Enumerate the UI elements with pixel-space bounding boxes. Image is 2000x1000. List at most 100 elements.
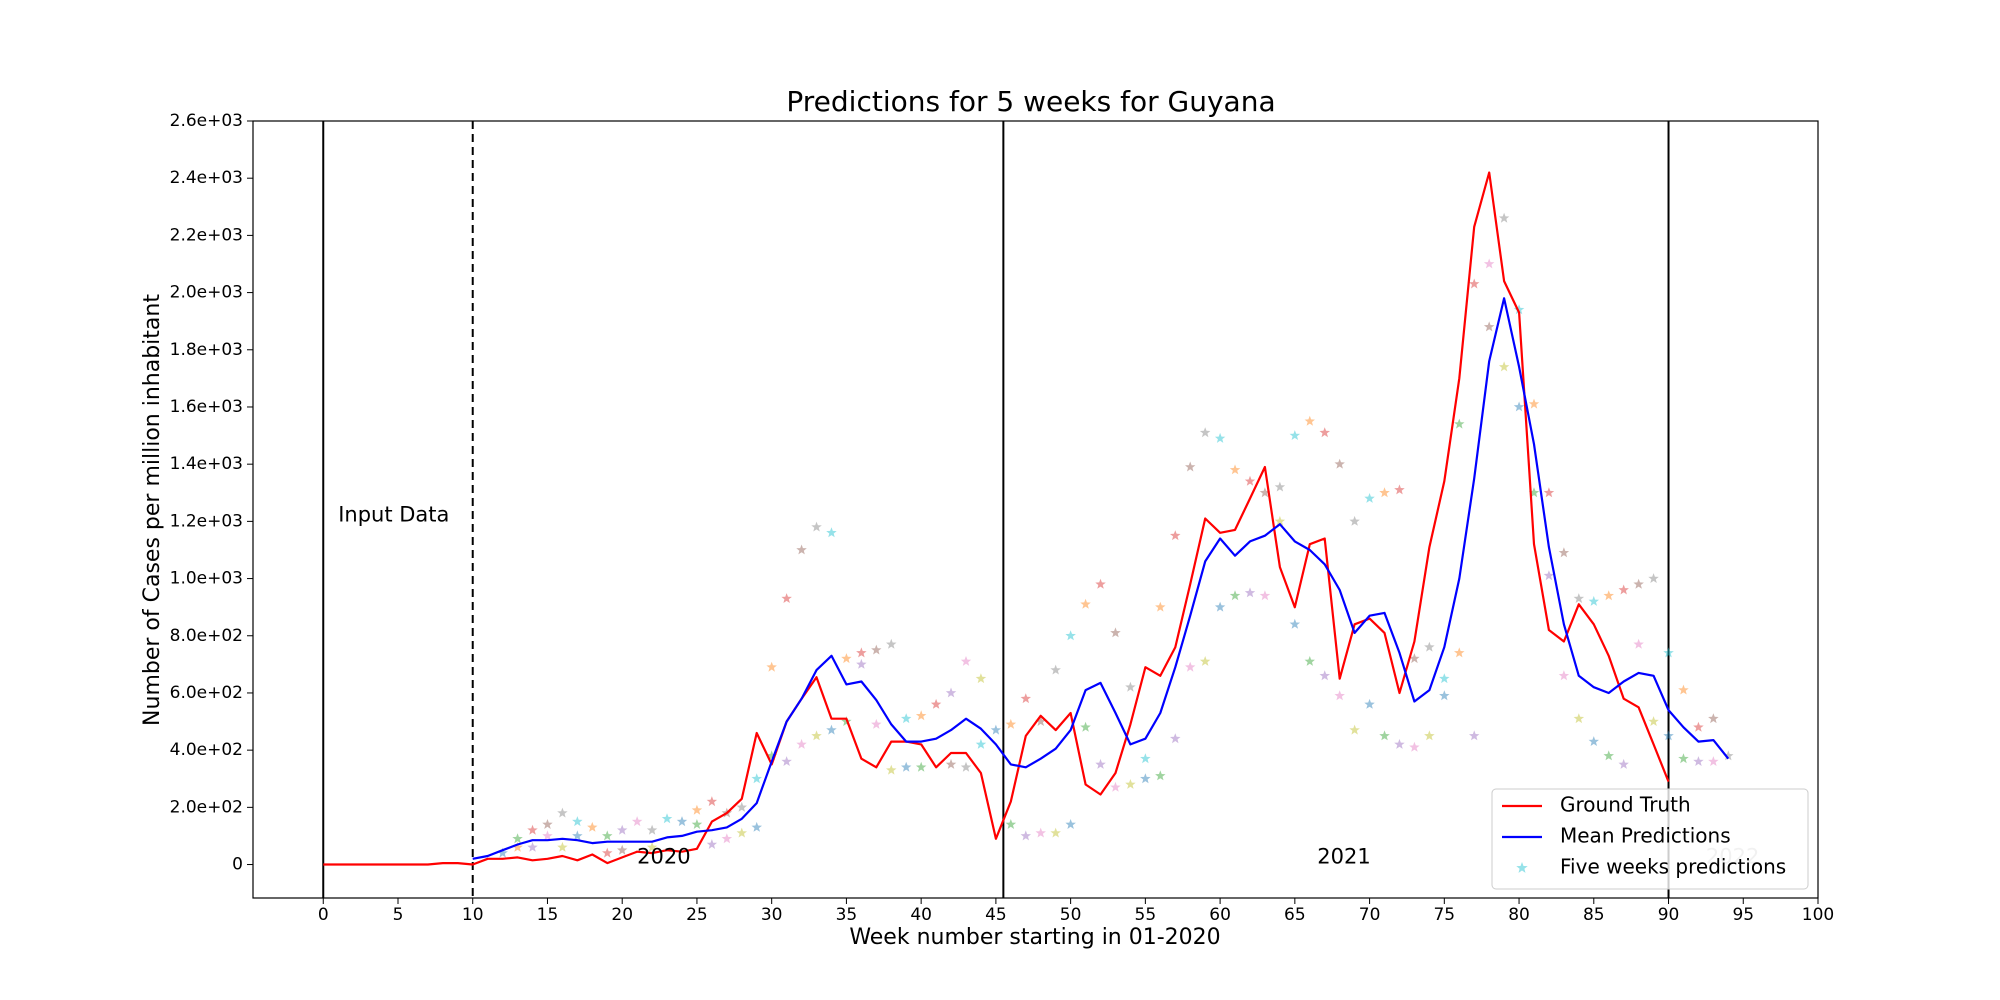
prediction-point (1469, 730, 1480, 741)
prediction-point (1125, 779, 1136, 789)
prediction-point (751, 821, 762, 832)
prediction-point (602, 847, 613, 858)
prediction-point (646, 841, 658, 852)
legend-label: Five weeks predictions (1560, 855, 1786, 879)
prediction-point (1020, 693, 1031, 704)
y-tick-label: 4.0e+02 (170, 740, 243, 760)
y-tick-label: 0 (232, 855, 243, 875)
x-tick-label: 20 (611, 905, 633, 925)
prediction-point (1050, 664, 1061, 675)
prediction-point (1319, 427, 1330, 438)
prediction-point (1558, 547, 1570, 558)
x-tick-label: 45 (985, 905, 1007, 925)
prediction-point (1528, 487, 1540, 498)
prediction-point (1394, 738, 1405, 749)
prediction-point (512, 833, 523, 844)
prediction-point (646, 824, 658, 835)
prediction-point (826, 724, 837, 735)
prediction-point (1528, 398, 1540, 409)
prediction-point (1229, 590, 1241, 601)
prediction-point (1140, 753, 1151, 764)
prediction-point (1035, 716, 1046, 726)
prediction-point (1244, 587, 1256, 598)
prediction-point (706, 796, 718, 807)
prediction-point (736, 827, 747, 838)
prediction-point (527, 824, 538, 835)
prediction-point (1065, 630, 1076, 641)
y-tick-label: 2.0e+02 (170, 797, 243, 817)
x-axis-label: Week number starting in 01-2020 (849, 925, 1220, 950)
x-tick-label: 25 (686, 905, 708, 925)
prediction-point (1648, 573, 1659, 583)
x-tick-label: 0 (318, 905, 329, 925)
chart-title: Predictions for 5 weeks for Guyana (786, 85, 1275, 118)
prediction-point (1199, 656, 1211, 666)
prediction-point (1663, 730, 1674, 741)
prediction-point (960, 761, 972, 772)
x-tick-label: 5 (393, 905, 404, 925)
prediction-point (781, 593, 792, 603)
prediction-point (1319, 670, 1330, 681)
prediction-point (901, 761, 912, 772)
x-tick-label: 35 (836, 905, 858, 925)
prediction-point (497, 847, 508, 858)
annotation: Input Data (338, 503, 449, 527)
prediction-point (1693, 721, 1704, 732)
prediction-point (871, 718, 882, 729)
prediction-point (1005, 819, 1017, 829)
prediction-point (721, 833, 733, 844)
prediction-point (766, 661, 777, 672)
prediction-point (1603, 750, 1614, 761)
legend-swatch (1516, 862, 1528, 873)
x-tick-label: 15 (537, 905, 559, 925)
prediction-point (945, 758, 957, 769)
prediction-point (1618, 584, 1629, 595)
prediction-point (781, 756, 792, 766)
prediction-point (811, 521, 822, 532)
prediction-point (1439, 673, 1450, 684)
prediction-point (1199, 427, 1211, 438)
prediction-point (736, 801, 747, 812)
prediction-point (915, 710, 927, 721)
prediction-point (1678, 753, 1689, 764)
prediction-point (1304, 656, 1315, 666)
prediction-point (1379, 487, 1390, 498)
prediction-point (1454, 418, 1465, 429)
prediction-point (706, 839, 718, 849)
prediction-point (856, 658, 867, 669)
legend-label: Ground Truth (1560, 793, 1691, 817)
prediction-point (1379, 730, 1390, 741)
prediction-point (1469, 278, 1480, 289)
x-tick-label: 60 (1209, 905, 1231, 925)
y-tick-label: 8.0e+02 (170, 626, 243, 646)
prediction-point (512, 841, 523, 852)
y-tick-label: 1.2e+03 (170, 511, 243, 531)
prediction-point (960, 656, 972, 666)
prediction-point (1274, 515, 1286, 526)
x-tick-label: 65 (1284, 905, 1306, 925)
prediction-point (1663, 647, 1674, 658)
prediction-point (691, 819, 703, 829)
x-tick-label: 80 (1508, 905, 1530, 925)
prediction-point (587, 821, 598, 832)
prediction-point (572, 830, 583, 841)
prediction-point (1588, 736, 1599, 746)
y-tick-label: 2.0e+03 (170, 283, 243, 303)
y-tick-label: 1.0e+03 (170, 569, 243, 589)
legend-box (1491, 788, 1809, 890)
prediction-point (990, 724, 1002, 735)
prediction-point (766, 750, 777, 761)
prediction-point (1125, 681, 1136, 692)
prediction-point (1723, 750, 1734, 761)
prediction-point (975, 738, 987, 749)
annotation: 2021 (1317, 844, 1370, 868)
prediction-point (1513, 304, 1525, 315)
y-tick-label: 2.2e+03 (170, 225, 243, 245)
prediction-point (1140, 773, 1151, 784)
prediction-point (796, 544, 807, 555)
prediction-point (1214, 601, 1226, 612)
prediction-point (1050, 827, 1061, 838)
y-tick-label: 2.6e+03 (170, 111, 243, 131)
